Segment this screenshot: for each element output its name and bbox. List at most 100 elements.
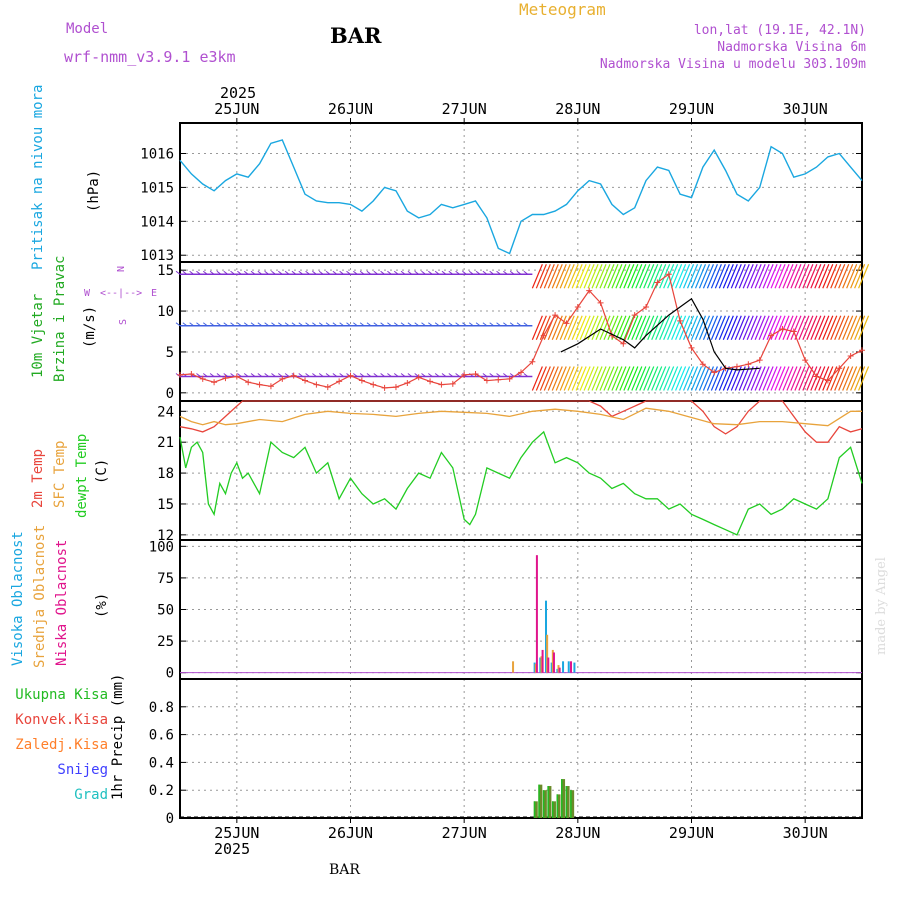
wind-barb xyxy=(627,264,639,289)
wind-speed-marker xyxy=(438,381,445,388)
precip-bar xyxy=(538,784,543,818)
wind-barb xyxy=(182,322,188,327)
wind-barb xyxy=(516,270,522,275)
wind-barb xyxy=(189,322,194,327)
wind-barb xyxy=(223,322,229,327)
wind-speed-marker xyxy=(222,375,229,382)
wind-barb xyxy=(794,366,806,391)
wind-barb xyxy=(619,366,631,391)
wind-barb xyxy=(782,315,794,341)
wind-barb xyxy=(834,366,846,391)
wind-barb xyxy=(318,270,324,275)
wind-barb xyxy=(790,264,802,289)
wind-barb xyxy=(722,366,734,391)
precip-bar-edge xyxy=(565,786,568,818)
wind-barb xyxy=(380,373,385,377)
precip-legend-snow: Snijeg xyxy=(57,762,108,778)
wind-barb xyxy=(373,270,379,275)
wind-speed-marker xyxy=(688,344,695,351)
wind-barb xyxy=(726,264,738,289)
cloud-bar xyxy=(567,661,570,673)
wind-barb xyxy=(567,264,579,289)
wind-speed-marker xyxy=(677,317,684,324)
wind-barb xyxy=(353,270,358,275)
compass-e: E xyxy=(151,288,158,299)
wind-barb xyxy=(603,366,615,391)
precip-bar xyxy=(565,786,570,818)
wind-barb xyxy=(475,322,481,327)
wind-barb xyxy=(754,366,766,391)
wind-barb xyxy=(682,264,695,289)
y-tick-label: 1013 xyxy=(140,248,174,264)
wind-barb xyxy=(671,366,683,391)
wind-barb xyxy=(277,373,283,377)
wind-barb xyxy=(667,315,679,341)
y-tick-label: 0.4 xyxy=(149,755,174,771)
wind-barb xyxy=(631,366,643,391)
wind-barb xyxy=(595,264,607,289)
cloud-bar xyxy=(551,649,554,673)
meteogram-title: Meteogram xyxy=(519,0,606,19)
wind-barb xyxy=(567,366,579,391)
wind-barb xyxy=(455,322,460,327)
x-label-top: 27JUN xyxy=(442,100,487,118)
wind-barb xyxy=(366,270,372,275)
cloud-bar xyxy=(552,652,555,673)
wind-speed-marker xyxy=(404,380,411,387)
wind-speed-marker xyxy=(779,326,786,333)
wind-barb xyxy=(455,373,460,377)
wind-barb xyxy=(223,270,229,275)
wind-barb xyxy=(216,373,222,377)
wind-barb xyxy=(738,264,750,289)
wind-barb xyxy=(794,264,806,289)
wind-barb xyxy=(826,315,838,341)
wind-barb xyxy=(619,315,631,341)
wind-speed-marker xyxy=(665,271,672,278)
wind-speed-marker xyxy=(506,375,513,382)
wind-barb xyxy=(380,322,385,327)
wind-barb xyxy=(523,270,529,275)
wind-barb xyxy=(794,315,806,341)
y-tick-label: 1016 xyxy=(140,147,174,163)
wind-barb xyxy=(858,315,870,341)
wind-speed-marker xyxy=(643,303,650,310)
wind-barb xyxy=(434,373,440,377)
wind-speed-marker xyxy=(256,381,263,388)
wind-barb xyxy=(647,264,659,289)
y-tick-label: 0 xyxy=(166,811,174,827)
wind-barb xyxy=(305,373,310,377)
wind-barb xyxy=(571,366,583,391)
wind-barb xyxy=(271,373,276,377)
wind-speed-marker xyxy=(302,377,309,384)
wind-barb xyxy=(462,322,467,327)
wind-barb xyxy=(643,366,655,391)
precip-bar xyxy=(533,801,538,818)
wind-barb xyxy=(607,366,619,391)
wind-barb xyxy=(175,270,181,275)
wind-barb xyxy=(448,373,454,377)
wind-speed-marker xyxy=(381,384,388,391)
wind-barb xyxy=(858,264,870,289)
wind-barb xyxy=(339,322,344,327)
y-tick-label: 0 xyxy=(166,666,174,682)
model-label: Model xyxy=(66,21,109,37)
wind-barb xyxy=(846,264,858,289)
wind-barb xyxy=(714,366,726,391)
wind-barb xyxy=(339,373,344,377)
panel-frame xyxy=(179,122,863,263)
cloud-bar xyxy=(534,663,537,673)
wind-speed-marker xyxy=(756,357,763,364)
wind-barb xyxy=(250,322,256,327)
wind-barb xyxy=(271,322,276,327)
wind-barb xyxy=(615,264,627,289)
wind-barb xyxy=(806,366,818,391)
wind-barb xyxy=(359,322,365,327)
wind-barb xyxy=(332,270,338,275)
wind-barb xyxy=(806,264,818,289)
wind-barb xyxy=(639,315,651,341)
wind-speed-marker xyxy=(745,361,752,368)
cloud-bar xyxy=(540,656,543,673)
wind-barb xyxy=(353,322,358,327)
wind-speed-marker xyxy=(586,287,593,294)
wind-barb xyxy=(591,264,603,289)
